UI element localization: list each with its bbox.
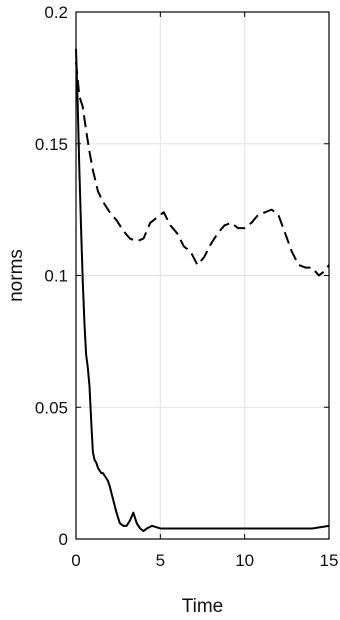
x-tick-label: 0 [71, 551, 80, 570]
x-tick-label: 15 [320, 551, 339, 570]
y-tick-label: 0.1 [44, 267, 68, 286]
x-tick-label: 10 [235, 551, 254, 570]
x-axis-label: Time [182, 596, 224, 617]
tick-marks [75, 11, 330, 540]
grid-lines [75, 11, 330, 540]
x-tick-label: 5 [156, 551, 165, 570]
y-tick-label: 0.2 [44, 3, 68, 22]
series-group [75, 48, 330, 533]
dashed-series-line [75, 61, 330, 277]
y-tick-label: 0.15 [35, 135, 68, 154]
tick-labels: 0 5 10 15 0 0.05 0.1 0.15 0.2 [35, 3, 339, 570]
solid-series-line [75, 48, 330, 533]
y-tick-label: 0.05 [35, 398, 68, 417]
y-tick-label: 0 [59, 530, 68, 549]
y-axis-label: norms [6, 249, 27, 302]
